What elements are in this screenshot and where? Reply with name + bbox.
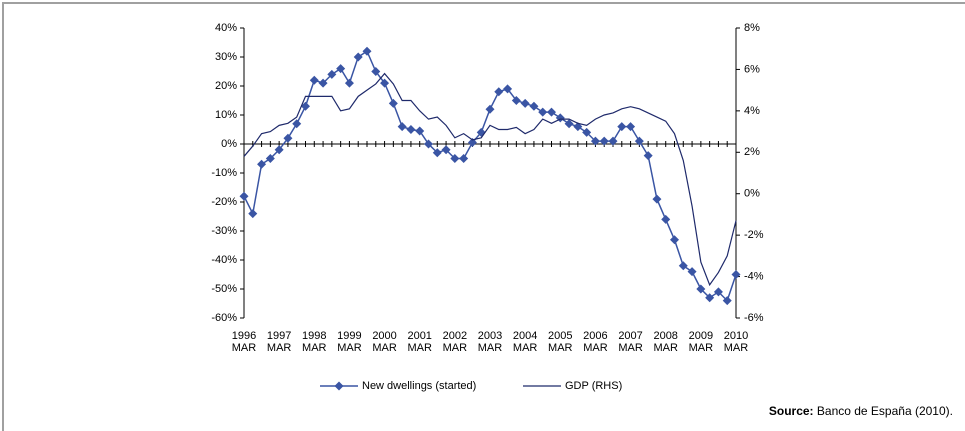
- marker: [362, 46, 372, 56]
- y2-tick-label: 8%: [744, 22, 760, 34]
- marker: [626, 122, 636, 132]
- marker: [652, 194, 662, 204]
- y-tick-label: -50%: [211, 283, 237, 295]
- marker: [257, 159, 267, 169]
- x-tick-label: 2008 MAR: [653, 330, 678, 354]
- marker: [467, 138, 477, 148]
- marker: [380, 78, 390, 88]
- marker: [547, 107, 556, 117]
- y-tick-label: 10%: [215, 109, 237, 121]
- marker: [599, 136, 609, 146]
- x-tick-label: 2001 MAR: [407, 330, 432, 354]
- marker: [661, 214, 671, 224]
- series-line: [243, 72, 737, 287]
- x-tick-label: 2003 MAR: [477, 330, 503, 354]
- marker: [274, 145, 284, 155]
- y-tick-label: 40%: [215, 22, 237, 34]
- y2-tick-label: 4%: [744, 105, 760, 117]
- y2-tick-label: -6%: [744, 312, 764, 324]
- legend-label: New dwellings (started): [362, 380, 476, 392]
- marker: [248, 209, 258, 219]
- x-tick-label: 1997 MAR: [266, 330, 292, 354]
- y-tick-label: 0%: [221, 138, 237, 150]
- marker: [239, 191, 249, 201]
- x-tick-label: 1998 MAR: [302, 330, 327, 354]
- marker: [450, 154, 460, 163]
- y-tick-label: -20%: [211, 196, 237, 208]
- marker: [722, 296, 732, 306]
- y2-tick-label: 2%: [744, 146, 760, 158]
- y-tick-label: -10%: [211, 167, 237, 179]
- marker: [432, 148, 442, 158]
- marker: [687, 267, 697, 277]
- marker: [327, 69, 337, 79]
- marker: [643, 151, 653, 161]
- marker: [406, 125, 416, 134]
- x-tick-label: 2007 MAR: [618, 330, 643, 354]
- x-tick-label: 2000 MAR: [372, 330, 397, 354]
- marker: [564, 119, 574, 129]
- x-tick-label: 2004 MAR: [512, 330, 538, 354]
- x-tick-label: 2006 MAR: [583, 330, 608, 354]
- x-tick-label: 2010 MAR: [723, 330, 749, 354]
- marker: [520, 98, 530, 108]
- marker: [397, 122, 407, 132]
- marker: [529, 101, 539, 111]
- series-line: [243, 50, 737, 302]
- marker: [485, 104, 495, 114]
- marker: [511, 96, 521, 105]
- marker: [336, 64, 346, 74]
- marker: [705, 293, 715, 303]
- y2-tick-label: -2%: [744, 229, 764, 241]
- y-tick-label: -60%: [211, 312, 237, 324]
- x-tick-label: 2005 MAR: [548, 330, 573, 354]
- marker: [670, 235, 679, 245]
- x-tick-label: 2009 MAR: [688, 330, 714, 354]
- marker: [388, 98, 398, 108]
- marker: [634, 136, 644, 146]
- y-tick-label: 30%: [215, 51, 237, 63]
- y2-tick-label: 0%: [744, 188, 760, 200]
- y-tick-label: -40%: [211, 254, 237, 266]
- marker: [713, 287, 723, 297]
- marker: [590, 136, 600, 146]
- marker: [731, 270, 741, 279]
- source-text: Banco de España (2010).: [816, 404, 953, 418]
- x-tick-label: 2002 MAR: [442, 330, 468, 354]
- marker: [582, 127, 592, 137]
- source: Source: Banco de España (2010).: [769, 404, 953, 418]
- legend-label: GDP (RHS): [565, 380, 622, 392]
- legend-marker: [334, 381, 344, 391]
- marker: [318, 78, 328, 88]
- y2-tick-label: -4%: [744, 270, 764, 282]
- marker: [301, 101, 310, 111]
- source-label: Source:: [768, 404, 814, 418]
- marker: [424, 139, 433, 149]
- marker: [696, 284, 706, 294]
- marker: [353, 52, 363, 62]
- marker: [608, 136, 618, 146]
- x-tick-label: 1999 MAR: [337, 330, 362, 354]
- marker: [459, 154, 469, 163]
- marker: [678, 261, 688, 271]
- marker: [283, 133, 293, 143]
- y-tick-label: 20%: [215, 80, 237, 92]
- marker: [415, 126, 425, 136]
- marker: [371, 67, 381, 76]
- marker: [292, 119, 302, 129]
- marker: [344, 78, 354, 88]
- marker: [494, 87, 504, 97]
- y-tick-label: -30%: [211, 225, 237, 237]
- marker: [265, 154, 275, 163]
- marker: [538, 107, 548, 117]
- x-tick-label: 1996 MAR: [231, 330, 257, 354]
- marker: [617, 122, 627, 132]
- marker: [309, 75, 319, 85]
- marker: [441, 145, 451, 155]
- y2-tick-label: 6%: [744, 63, 760, 75]
- marker: [503, 84, 513, 94]
